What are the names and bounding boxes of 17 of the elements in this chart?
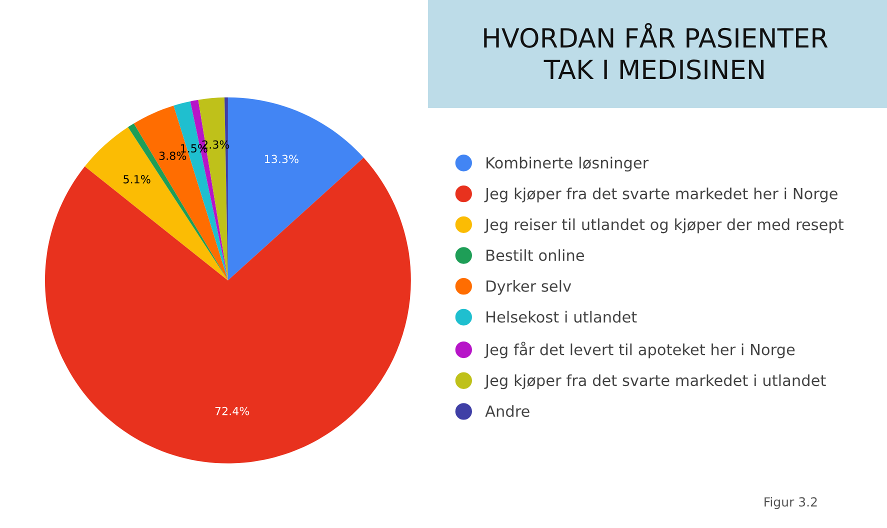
data-label: 3.8%	[159, 152, 186, 160]
text: Figur 3.2	[764, 496, 817, 510]
data-label: 5.1%	[124, 175, 150, 184]
data-label: 72.4%	[215, 406, 250, 416]
pie-slice	[228, 97, 364, 280]
legend-label: Bestilt online	[486, 249, 584, 262]
legend-label: Jeg får det levert til apoteket her i Norge	[484, 342, 795, 358]
legend-label: Jeg kjøper fra det svarte markedet i utlandet	[484, 374, 826, 390]
pie-slice	[84, 127, 228, 280]
legend-label: Jeg kjøper fra det svarte markedet her i Norge	[484, 188, 838, 202]
legend-label: Andre	[485, 405, 530, 417]
legend-label: Dyrker selv	[486, 280, 572, 295]
data-label: 13.3%	[264, 154, 298, 164]
chart-title: HVORDAN FÅR PASIENTER TAK I MEDISINEN	[484, 23, 828, 80]
legend-label: Kombinerte løsninger	[486, 156, 649, 172]
legend-label: Helsekost i utlandet	[486, 310, 637, 323]
legend-label: Jeg reiser til utlandet og kjøper der med resept	[484, 218, 844, 234]
